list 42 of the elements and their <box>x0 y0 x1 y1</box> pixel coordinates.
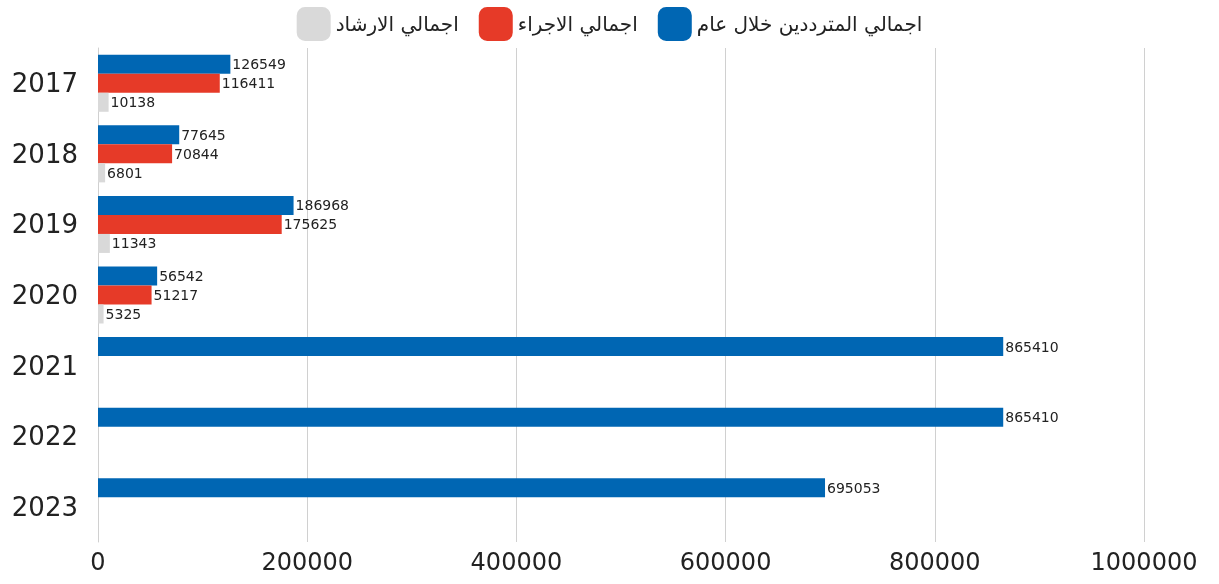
y-tick-label: 2022 <box>11 421 78 452</box>
bar <box>98 144 173 164</box>
bar <box>98 285 152 305</box>
data-label: 865410 <box>1005 338 1059 355</box>
data-label: 5325 <box>105 306 142 322</box>
x-tick-label: 200000 <box>261 548 354 576</box>
data-label: 186968 <box>295 197 350 214</box>
bar <box>98 195 294 215</box>
bar <box>98 337 1004 357</box>
legend-label: اجمالي الارشاد <box>335 12 459 37</box>
x-tick-label: 800000 <box>888 548 981 576</box>
bar <box>98 478 826 498</box>
y-tick-label: 2021 <box>11 350 78 381</box>
data-label: 51217 <box>153 287 199 303</box>
x-tick-label: 600000 <box>679 548 772 576</box>
x-tick-label: 400000 <box>470 548 563 576</box>
data-label: 116411 <box>221 75 276 92</box>
data-label: 126549 <box>232 56 286 73</box>
y-tick-label: 2018 <box>11 138 78 169</box>
bar <box>98 407 1004 427</box>
x-tick-label: 1000000 <box>1090 548 1198 576</box>
y-tick-label: 2020 <box>11 280 78 310</box>
data-label: 11343 <box>111 235 157 252</box>
legend-label: اجمالي المترددين خلال عام <box>696 12 923 37</box>
bar <box>98 73 220 93</box>
bar <box>98 125 180 145</box>
y-tick-label: 2019 <box>11 209 78 240</box>
y-tick-label: 2017 <box>11 68 78 99</box>
y-tick-label: 2023 <box>11 491 78 522</box>
data-label: 175625 <box>283 216 338 233</box>
x-tick-label: 0 <box>90 548 106 576</box>
data-label: 695053 <box>827 479 881 496</box>
data-label: 10138 <box>110 94 156 111</box>
data-label: 70844 <box>174 145 219 162</box>
legend-label: اجمالي الاجراء <box>517 12 638 37</box>
data-label: 77645 <box>181 126 226 143</box>
bar <box>98 214 282 234</box>
data-label: 865410 <box>1005 409 1059 426</box>
bar <box>98 54 231 74</box>
data-label: 56542 <box>159 268 204 284</box>
bar <box>98 266 158 286</box>
data-label: 6801 <box>107 164 143 181</box>
